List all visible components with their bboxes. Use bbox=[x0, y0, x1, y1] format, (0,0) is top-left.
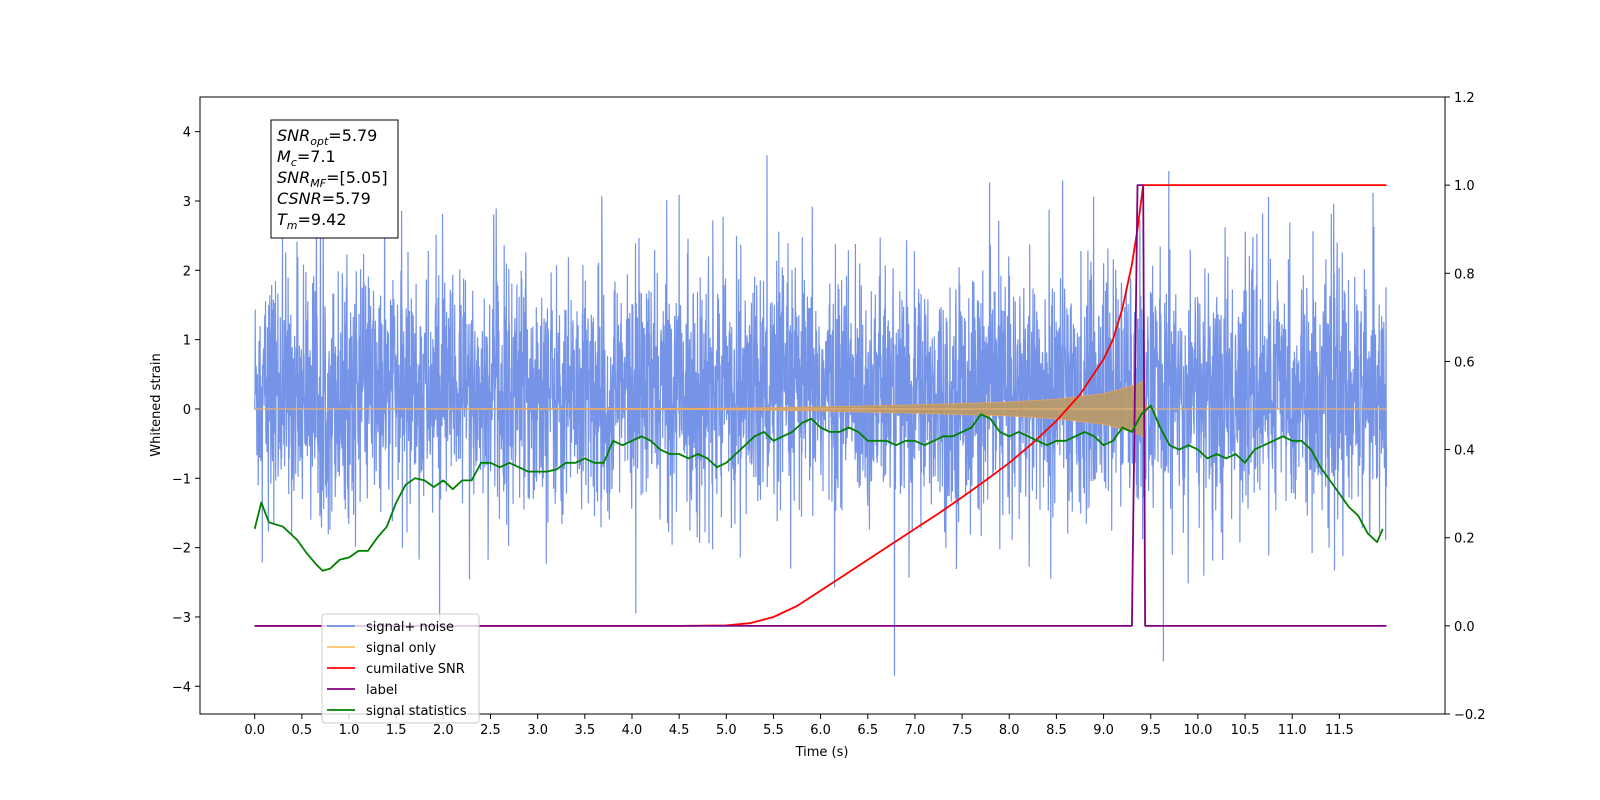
y2-tick-label: 1.2 bbox=[1454, 91, 1475, 106]
x-tick-label: 6.5 bbox=[857, 723, 878, 738]
annotation-line: SNRMF=[5.05] bbox=[277, 168, 388, 190]
x-tick-label: 9.0 bbox=[1093, 723, 1114, 738]
legend-frame bbox=[321, 613, 480, 724]
x-tick-label: 3.5 bbox=[574, 723, 595, 738]
y2-tick-label: 0.8 bbox=[1454, 267, 1475, 282]
x-tick-label: 4.0 bbox=[622, 723, 643, 738]
x-tick-label: 3.0 bbox=[527, 723, 548, 738]
x-tick-label: 1.5 bbox=[386, 723, 407, 738]
y-tick-label: −2 bbox=[172, 542, 191, 557]
legend-label: signal only bbox=[366, 641, 436, 656]
y-tick-label: 1 bbox=[183, 334, 191, 349]
x-tick-label: 7.5 bbox=[952, 723, 973, 738]
y-axis-left: −4 −3 −2 −1 0 1 2 3 4 bbox=[172, 126, 200, 695]
x-tick-label: 2.5 bbox=[480, 723, 501, 738]
x-tick-label: 8.0 bbox=[999, 723, 1020, 738]
y2-tick-label: 1.0 bbox=[1454, 179, 1475, 194]
legend-label: cumilative SNR bbox=[366, 662, 465, 677]
x-tick-label: 0.0 bbox=[244, 723, 265, 738]
series-cumulative-snr bbox=[254, 184, 1387, 627]
legend: signal+ noise signal only cumilative SNR la… bbox=[321, 613, 480, 724]
series-signal-noise bbox=[254, 135, 1388, 676]
x-tick-label: 11.5 bbox=[1325, 723, 1354, 738]
x-axis-label: Time (s) bbox=[795, 745, 849, 760]
y2-tick-label: 0.6 bbox=[1454, 355, 1475, 370]
annotation-line: SNRopt=5.79 bbox=[277, 126, 377, 148]
series-label bbox=[254, 184, 1387, 627]
legend-label: label bbox=[366, 683, 397, 698]
y-tick-label: 2 bbox=[183, 264, 191, 279]
plot-area bbox=[253, 135, 1388, 676]
legend-label: signal+ noise bbox=[366, 620, 454, 635]
y-tick-label: 0 bbox=[183, 403, 191, 418]
y2-tick-label: −0.2 bbox=[1454, 708, 1486, 723]
y-axis-label: Whitened strain bbox=[149, 353, 164, 456]
y-tick-label: 3 bbox=[183, 195, 191, 210]
x-tick-label: 1.0 bbox=[339, 723, 360, 738]
y-tick-label: −1 bbox=[172, 472, 191, 487]
x-tick-label: 11.0 bbox=[1278, 723, 1307, 738]
x-axis: 0.0 0.5 1.0 1.5 2.0 2.5 3.0 3.5 4.0 4.5 5.0 5.5 6.0 6… bbox=[244, 714, 1354, 738]
x-tick-label: 8.5 bbox=[1046, 723, 1067, 738]
y-axis-right: −0.2 0.0 0.2 0.4 0.6 0.8 1.0 1.2 bbox=[1445, 91, 1486, 723]
x-tick-label: 10.0 bbox=[1183, 723, 1212, 738]
y-tick-label: −3 bbox=[172, 611, 191, 626]
x-tick-label: 7.0 bbox=[905, 723, 926, 738]
x-tick-label: 5.5 bbox=[763, 723, 784, 738]
y-tick-label: −4 bbox=[172, 680, 191, 695]
y2-tick-label: 0.2 bbox=[1454, 532, 1475, 547]
x-tick-label: 0.5 bbox=[292, 723, 313, 738]
y2-tick-label: 0.4 bbox=[1454, 444, 1475, 459]
series-signal-statistics bbox=[253, 404, 1384, 572]
annotation-line: CSNR=5.79 bbox=[277, 189, 371, 208]
plot-frame bbox=[199, 96, 1446, 715]
y-tick-label: 4 bbox=[183, 126, 191, 141]
x-tick-label: 2.0 bbox=[433, 723, 454, 738]
x-tick-label: 5.0 bbox=[716, 723, 737, 738]
y2-tick-label: 0.0 bbox=[1454, 620, 1475, 635]
annotation-frame bbox=[270, 119, 399, 239]
x-tick-label: 9.5 bbox=[1140, 723, 1161, 738]
x-tick-label: 6.0 bbox=[810, 723, 831, 738]
annotation-line: Tm=9.42 bbox=[277, 210, 347, 232]
x-tick-label: 10.5 bbox=[1231, 723, 1260, 738]
annotation-line: Mc=7.1 bbox=[277, 147, 336, 169]
x-tick-label: 4.5 bbox=[669, 723, 690, 738]
legend-label: signal statistics bbox=[366, 704, 467, 719]
